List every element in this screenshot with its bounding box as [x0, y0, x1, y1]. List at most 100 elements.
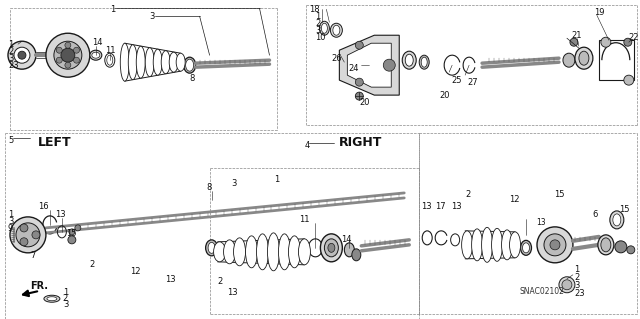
Text: 3: 3 — [574, 281, 579, 290]
Ellipse shape — [169, 52, 178, 72]
Ellipse shape — [610, 211, 624, 229]
Text: 15: 15 — [554, 190, 564, 199]
Ellipse shape — [298, 239, 310, 265]
Ellipse shape — [330, 23, 342, 37]
Text: 4: 4 — [305, 141, 310, 150]
Text: 2: 2 — [465, 190, 470, 199]
Ellipse shape — [234, 238, 246, 266]
Text: SNAC02102: SNAC02102 — [519, 287, 564, 296]
Ellipse shape — [509, 232, 520, 258]
Text: 11: 11 — [105, 46, 115, 55]
Circle shape — [54, 41, 82, 69]
Text: 12: 12 — [130, 267, 140, 276]
Text: 2: 2 — [316, 19, 321, 28]
Text: 1: 1 — [275, 175, 280, 184]
Ellipse shape — [289, 236, 300, 268]
Circle shape — [16, 223, 40, 247]
Circle shape — [601, 37, 611, 47]
Circle shape — [74, 47, 79, 53]
Ellipse shape — [246, 236, 257, 268]
Text: 2: 2 — [63, 294, 68, 303]
Circle shape — [550, 240, 560, 250]
Text: 24: 24 — [348, 64, 359, 73]
Ellipse shape — [214, 242, 225, 262]
Circle shape — [8, 41, 36, 69]
Ellipse shape — [520, 240, 531, 255]
Text: 21: 21 — [571, 31, 581, 40]
Ellipse shape — [205, 240, 218, 256]
Text: 1: 1 — [63, 288, 68, 297]
Text: 22: 22 — [629, 33, 639, 42]
Ellipse shape — [352, 249, 361, 261]
Text: LEFT: LEFT — [38, 136, 72, 149]
Ellipse shape — [601, 238, 611, 252]
Text: 3: 3 — [63, 300, 68, 309]
Ellipse shape — [321, 234, 342, 262]
Circle shape — [56, 47, 62, 53]
Text: 17: 17 — [435, 203, 446, 211]
Ellipse shape — [268, 233, 280, 271]
Ellipse shape — [598, 235, 614, 255]
Text: 14: 14 — [92, 38, 102, 47]
Circle shape — [74, 57, 79, 63]
Text: 7: 7 — [30, 251, 35, 260]
Text: 3: 3 — [232, 180, 237, 189]
Ellipse shape — [522, 243, 529, 253]
Text: 15: 15 — [66, 229, 76, 238]
Ellipse shape — [208, 242, 215, 253]
Circle shape — [624, 38, 632, 46]
Ellipse shape — [481, 227, 493, 262]
Text: 10: 10 — [316, 33, 326, 42]
Text: 23: 23 — [8, 61, 19, 70]
Circle shape — [69, 229, 75, 235]
Ellipse shape — [324, 239, 339, 257]
Ellipse shape — [344, 243, 355, 257]
Ellipse shape — [321, 23, 328, 33]
Text: 2: 2 — [218, 277, 223, 286]
Text: 25: 25 — [451, 76, 461, 85]
Ellipse shape — [613, 214, 621, 226]
Text: 2: 2 — [90, 260, 95, 269]
Circle shape — [75, 225, 81, 231]
Ellipse shape — [128, 45, 137, 80]
Text: 9: 9 — [8, 224, 13, 234]
Text: 6: 6 — [592, 211, 597, 219]
Ellipse shape — [502, 230, 513, 260]
Text: 3: 3 — [316, 26, 321, 35]
Circle shape — [544, 234, 566, 256]
Ellipse shape — [419, 55, 429, 69]
Ellipse shape — [44, 295, 60, 302]
Circle shape — [18, 51, 26, 59]
Text: 13: 13 — [55, 211, 65, 219]
Ellipse shape — [184, 57, 196, 73]
Circle shape — [68, 236, 76, 244]
Text: 1: 1 — [8, 211, 13, 219]
Ellipse shape — [92, 52, 100, 58]
Circle shape — [570, 38, 578, 46]
Text: 2: 2 — [8, 47, 13, 56]
Ellipse shape — [328, 243, 335, 252]
Text: 23: 23 — [574, 289, 584, 298]
Ellipse shape — [492, 228, 502, 261]
Circle shape — [615, 241, 627, 253]
Circle shape — [537, 227, 573, 263]
Circle shape — [14, 47, 30, 63]
Ellipse shape — [461, 231, 472, 259]
Ellipse shape — [405, 54, 413, 66]
Text: 20: 20 — [359, 98, 370, 107]
Text: 8: 8 — [189, 74, 195, 83]
Circle shape — [355, 92, 364, 100]
Circle shape — [383, 59, 396, 71]
Ellipse shape — [161, 51, 170, 74]
Text: FR.: FR. — [30, 281, 48, 291]
Ellipse shape — [176, 53, 185, 71]
Circle shape — [624, 75, 634, 85]
Ellipse shape — [579, 51, 589, 65]
Ellipse shape — [145, 48, 154, 77]
Ellipse shape — [563, 53, 575, 67]
Text: 1: 1 — [110, 5, 115, 14]
Circle shape — [20, 224, 28, 232]
Circle shape — [56, 57, 62, 63]
Circle shape — [559, 277, 575, 293]
Text: 3: 3 — [8, 54, 13, 63]
